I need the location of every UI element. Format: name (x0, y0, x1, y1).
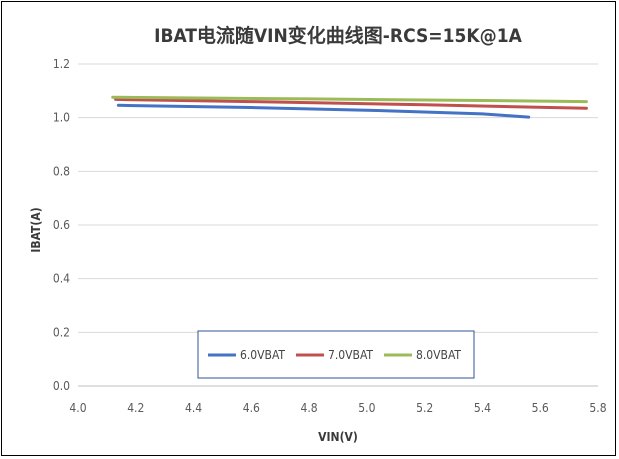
x-tick-label: 5.0 (358, 401, 375, 415)
y-tick-label: 1.0 (53, 111, 70, 125)
y-axis-ticks: 0.0 0.2 0.4 0.6 0.8 1.0 1.2 (53, 57, 70, 393)
legend: 6.0VBAT 7.0VBAT 8.0VBAT (197, 330, 475, 379)
legend-label: 6.0VBAT (240, 348, 285, 362)
x-tick-label: 4.0 (69, 401, 86, 415)
series-line-6.0VBAT (116, 103, 531, 119)
series-lines (111, 95, 588, 119)
y-tick-label: 0.4 (53, 272, 70, 286)
y-axis-label: IBAT(A) (29, 207, 43, 252)
y-tick-label: 1.2 (53, 57, 70, 71)
legend-box (197, 330, 475, 379)
x-tick-label: 5.6 (532, 401, 549, 415)
x-tick-label: 4.8 (301, 401, 318, 415)
x-tick-label: 4.2 (127, 401, 144, 415)
x-tick-label: 5.4 (474, 401, 491, 415)
x-tick-label: 4.4 (185, 401, 202, 415)
y-tick-label: 0.8 (53, 164, 70, 178)
gridlines (78, 63, 598, 333)
x-tick-label: 5.2 (416, 401, 433, 415)
series-line-8.0VBAT (111, 95, 588, 104)
y-tick-label: 0.6 (53, 218, 70, 232)
y-tick-label: 0.0 (53, 379, 70, 393)
legend-label: 7.0VBAT (328, 348, 373, 362)
legend-items: 6.0VBAT 7.0VBAT 8.0VBAT (208, 348, 461, 362)
x-tick-label: 5.8 (589, 401, 606, 415)
x-axis-ticks: 4.0 4.2 4.4 4.6 4.8 5.0 5.2 5.4 5.6 5.8 (69, 401, 606, 415)
x-tick-label: 4.6 (243, 401, 260, 415)
legend-label: 8.0VBAT (416, 348, 461, 362)
y-tick-label: 0.2 (53, 325, 70, 339)
chart-title: IBAT电流随VIN变化曲线图-RCS=15K@1A (154, 24, 523, 47)
x-axis-label: VIN(V) (318, 430, 358, 444)
series-line-7.0VBAT (114, 97, 588, 110)
